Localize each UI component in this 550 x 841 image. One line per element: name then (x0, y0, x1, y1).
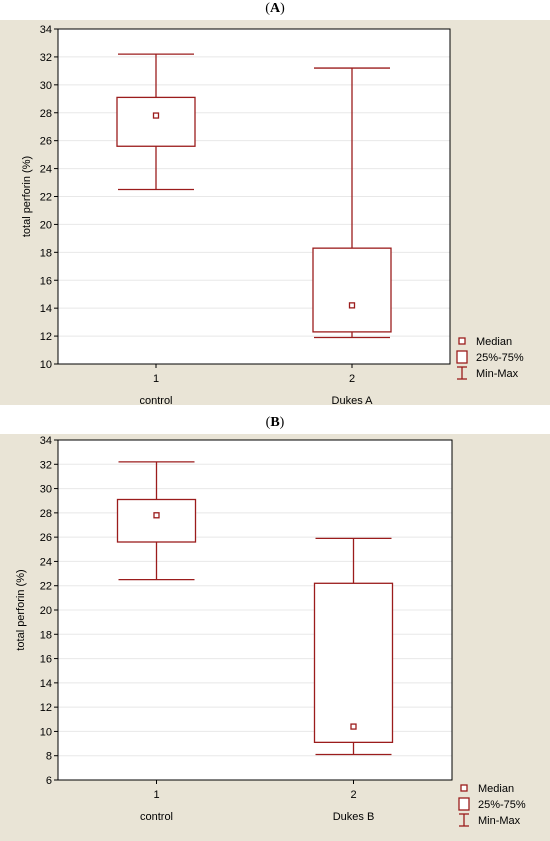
y-tick-label: 12 (40, 331, 52, 343)
legend-iqr-label: 25%-75% (478, 799, 526, 811)
legend-range-label: Min-Max (476, 368, 519, 380)
y-tick-label: 22 (40, 581, 52, 593)
y-tick-label: 24 (40, 556, 52, 568)
x-tick-label: 2 (350, 789, 356, 801)
x-tick-label: 1 (153, 789, 159, 801)
y-tick-label: 10 (40, 359, 52, 371)
box-plot-a: 10 12 14 16 18 20 22 24 26 28 30 32 34 1 control 2 Dukes… (0, 20, 550, 405)
median-marker (350, 723, 357, 730)
iqr-box (116, 498, 197, 543)
legend-iqr-icon (458, 797, 470, 811)
y-tick-label: 24 (40, 164, 52, 176)
y-tick-label: 26 (40, 532, 52, 544)
y-tick-label: 18 (40, 629, 52, 641)
y-tick-label: 28 (40, 108, 52, 120)
legend-median-label: Median (478, 783, 514, 795)
y-tick-label: 28 (40, 508, 52, 520)
y-tick-label: 26 (40, 136, 52, 148)
category-label: control (140, 811, 173, 823)
y-tick-label: 16 (40, 275, 52, 287)
category-label: control (139, 395, 172, 405)
y-tick-label: 18 (40, 247, 52, 259)
legend-median-label: Median (476, 336, 512, 348)
legend-iqr-icon (456, 350, 468, 364)
y-tick-label: 12 (40, 702, 52, 714)
y-tick-label: 14 (40, 303, 52, 315)
y-tick-label: 8 (46, 751, 52, 763)
x-tick-label: 2 (349, 373, 355, 385)
y-tick-label: 32 (40, 459, 52, 471)
y-axis-label: total perforin (%) (21, 156, 33, 237)
legend-median-icon (460, 784, 468, 792)
plot-border (57, 28, 451, 365)
panel-label-b-text: B (270, 415, 280, 430)
y-axis-label: total perforin (%) (15, 569, 27, 650)
y-tick-label: 22 (40, 192, 52, 204)
y-tick-label: 34 (40, 24, 52, 36)
category-label: Dukes A (332, 395, 374, 405)
plot-border (57, 439, 453, 781)
legend-range-label: Min-Max (478, 815, 521, 827)
y-tick-label: 32 (40, 52, 52, 64)
iqr-box (116, 96, 196, 147)
legend-iqr-label: 25%-75% (476, 352, 524, 364)
y-tick-label: 14 (40, 678, 52, 690)
iqr-box (312, 247, 392, 333)
y-tick-label: 20 (40, 605, 52, 617)
median-marker (153, 512, 160, 519)
y-tick-label: 16 (40, 654, 52, 666)
category-label: Dukes B (333, 811, 375, 823)
box-plot-b: 6 8 10 12 14 16 18 20 22 24 26 28 30 32 34 1 control 2 Duk… (0, 434, 550, 841)
median-marker (348, 302, 356, 309)
y-tick-label: 30 (40, 80, 52, 92)
x-tick-label: 1 (153, 373, 159, 385)
y-tick-label: 10 (40, 726, 52, 738)
panel-label-b: (B) (265, 415, 285, 430)
y-tick-label: 30 (40, 484, 52, 496)
y-tick-label: 20 (40, 219, 52, 231)
panel-label-a-text: A (269, 1, 281, 16)
panel-label-a: (A) (265, 1, 285, 16)
median-marker (152, 112, 160, 119)
y-tick-label: 34 (40, 435, 52, 447)
legend-median-icon (458, 337, 466, 345)
iqr-box (313, 582, 394, 744)
y-tick-label: 6 (46, 775, 52, 787)
